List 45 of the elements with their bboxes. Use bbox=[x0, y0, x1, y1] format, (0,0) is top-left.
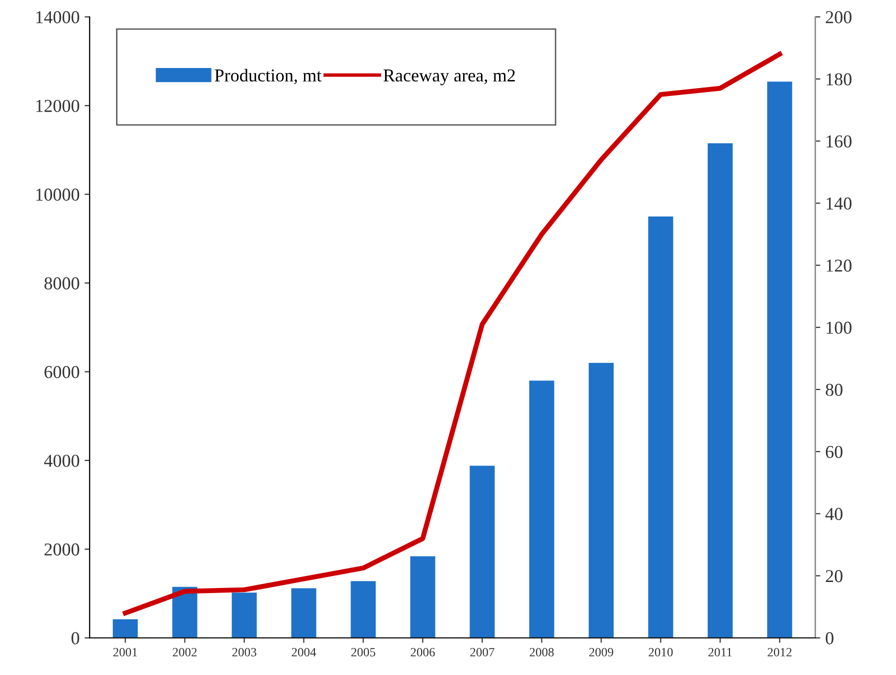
x-tick-label: 2009 bbox=[589, 648, 614, 656]
bar bbox=[350, 581, 376, 638]
y-tick-label: 12000 bbox=[36, 100, 80, 112]
x-tick-label: 2006 bbox=[410, 648, 435, 656]
x-tick-label: 2002 bbox=[172, 648, 197, 656]
x-tick-label: 2012 bbox=[768, 648, 792, 656]
bar bbox=[529, 380, 554, 638]
y2-tick-label: 140 bbox=[826, 197, 852, 210]
bar bbox=[410, 556, 436, 638]
bar bbox=[708, 143, 733, 638]
x-tick-label: 2003 bbox=[232, 648, 256, 656]
x-tick-label: 2001 bbox=[113, 648, 138, 656]
y2-tick-label: 80 bbox=[826, 384, 842, 396]
y2-tick-label: 120 bbox=[826, 260, 852, 272]
bar bbox=[767, 82, 792, 638]
y2-tick-label: 20 bbox=[826, 570, 842, 582]
y2-tick-label: 180 bbox=[826, 73, 852, 86]
x-tick-label: 2005 bbox=[351, 648, 376, 656]
bar bbox=[588, 362, 614, 638]
y2-tick-label: 40 bbox=[825, 508, 842, 520]
bar bbox=[470, 466, 495, 638]
y-tick-label: 0 bbox=[72, 632, 80, 644]
y-tick-label: 10000 bbox=[36, 188, 80, 201]
y-tick-label: 6000 bbox=[44, 366, 80, 378]
x-tick-label: 2004 bbox=[292, 648, 316, 656]
line-series bbox=[122, 52, 782, 616]
x-tick-label: 2008 bbox=[530, 648, 554, 656]
bar bbox=[648, 216, 674, 638]
legend-label: Production, mt bbox=[214, 68, 322, 84]
y-tick-label: 2000 bbox=[44, 543, 80, 556]
y2-tick-label: 100 bbox=[826, 322, 852, 334]
bar bbox=[112, 619, 138, 638]
y-tick-label: 4000 bbox=[44, 454, 80, 467]
x-tick-label: 2010 bbox=[648, 648, 673, 656]
legend-label: Raceway area, m2 bbox=[384, 69, 515, 86]
y2-tick-label: 0 bbox=[826, 632, 834, 644]
y2-tick-label: 60 bbox=[826, 446, 842, 458]
x-tick-label: 2007 bbox=[470, 648, 494, 656]
y-tick-label: 8000 bbox=[44, 277, 80, 290]
bar bbox=[291, 588, 316, 638]
y2-tick-label: 200 bbox=[826, 11, 852, 24]
y2-tick-label: 160 bbox=[826, 135, 852, 148]
y-tick-label: 14000 bbox=[36, 11, 80, 24]
x-tick-label: 2011 bbox=[708, 648, 732, 656]
bar bbox=[232, 592, 257, 638]
